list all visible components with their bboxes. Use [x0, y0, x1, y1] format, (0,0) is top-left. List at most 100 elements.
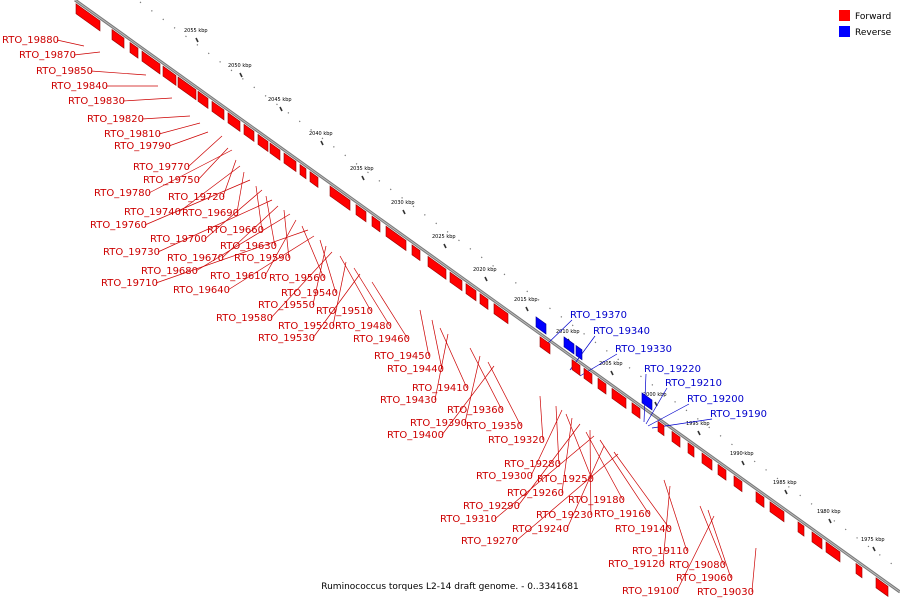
scale-tick-label: 1985 kbp — [773, 480, 797, 486]
forward-gene-feature — [671, 430, 681, 448]
forward-label-leader — [517, 423, 581, 507]
forward-gene-feature — [657, 420, 665, 437]
forward-gene-label: RTO_19260 — [507, 488, 564, 499]
forward-gene-feature — [355, 204, 367, 223]
forward-gene-label: RTO_19580 — [216, 313, 273, 324]
scale-tick-mark — [741, 460, 745, 466]
forward-gene-label: RTO_19810 — [104, 129, 161, 140]
forward-gene-feature — [329, 185, 351, 211]
scale-tick-mark — [239, 72, 243, 78]
reverse-gene-label: RTO_19210 — [665, 378, 722, 389]
scale-tick-label: 2040 kbp — [309, 131, 333, 137]
forward-gene-label: RTO_19740 — [124, 207, 181, 218]
scale-tick-label: 2010 kbp — [556, 329, 580, 335]
forward-gene-feature — [449, 271, 463, 292]
scale-tick-label: 2000 kbp — [643, 392, 667, 398]
scale-tick-mark — [361, 175, 365, 181]
forward-gene-label: RTO_19100 — [622, 586, 679, 597]
forward-gene-label: RTO_19270 — [461, 536, 518, 547]
forward-gene-label: RTO_19540 — [281, 288, 338, 299]
forward-gene-label: RTO_19400 — [387, 430, 444, 441]
forward-gene-feature — [755, 491, 765, 509]
forward-gene-label: RTO_19480 — [335, 321, 392, 332]
scale-tick-label: 2025 kbp — [432, 234, 456, 240]
forward-label-leader — [751, 547, 757, 593]
forward-gene-label: RTO_19280 — [504, 459, 561, 470]
scale-tick-mark — [872, 546, 876, 552]
forward-gene-label: RTO_19460 — [353, 334, 410, 345]
forward-label-leader — [676, 515, 715, 592]
forward-gene-feature — [733, 475, 743, 493]
forward-label-leader — [434, 333, 449, 401]
forward-label-leader — [301, 225, 325, 279]
forward-gene-label: RTO_19250 — [537, 474, 594, 485]
forward-label-leader — [431, 319, 443, 370]
forward-label-leader — [204, 189, 263, 240]
forward-label-leader — [155, 229, 309, 284]
forward-gene-label: RTO_19440 — [387, 364, 444, 375]
forward-label-leader — [530, 409, 563, 477]
reverse-gene-label: RTO_19370 — [570, 310, 627, 321]
forward-gene-label: RTO_19790 — [114, 141, 171, 152]
forward-gene-feature — [631, 402, 641, 420]
reverse-gene-feature — [563, 336, 575, 355]
forward-label-leader — [122, 97, 173, 102]
forward-label-leader — [90, 70, 147, 76]
scale-tick-label: 1980 kbp — [817, 509, 841, 515]
scale-tick-mark — [402, 209, 406, 215]
reverse-gene-label: RTO_19190 — [710, 409, 767, 420]
forward-gene-label: RTO_19700 — [150, 234, 207, 245]
legend: Forward Reverse — [839, 10, 892, 38]
forward-label-leader — [312, 245, 327, 306]
forward-gene-feature — [75, 3, 101, 32]
forward-gene-feature — [257, 133, 269, 153]
forward-label-leader — [487, 361, 522, 427]
forward-gene-label: RTO_19880 — [2, 35, 59, 46]
forward-label-leader — [589, 429, 592, 516]
forward-gene-label: RTO_19690 — [182, 208, 239, 219]
forward-gene-label: RTO_19750 — [143, 175, 200, 186]
forward-gene-feature — [825, 541, 841, 563]
forward-gene-label: RTO_19820 — [87, 114, 144, 125]
scale-tick-label: 1975 kbp — [861, 537, 885, 543]
forward-label-leader — [270, 251, 333, 319]
forward-label-leader — [613, 451, 671, 530]
forward-gene-label: RTO_19360 — [447, 405, 504, 416]
forward-gene-label: RTO_19310 — [440, 514, 497, 525]
forward-label-leader — [197, 147, 229, 181]
forward-label-leader — [227, 235, 315, 291]
scale-tick-mark — [279, 106, 283, 112]
forward-gene-feature — [465, 282, 477, 302]
forward-gene-feature — [493, 303, 509, 325]
forward-gene-label: RTO_19180 — [568, 495, 625, 506]
forward-gene-label: RTO_19830 — [68, 96, 125, 107]
forward-gene-label: RTO_19610 — [210, 271, 267, 282]
forward-gene-feature — [197, 90, 209, 110]
legend-reverse-label: Reverse — [855, 28, 892, 38]
forward-gene-label: RTO_19850 — [36, 66, 93, 77]
genome-backbone-highlight — [74, 0, 900, 593]
forward-gene-feature — [299, 163, 307, 180]
forward-gene-label: RTO_19450 — [374, 351, 431, 362]
gene-labels: RTO_19880 RTO_19870 RTO_19850 RTO_19840 RTO_… — [2, 35, 767, 598]
forward-gene-label: RTO_19120 — [608, 559, 665, 570]
forward-label-leader — [539, 395, 544, 441]
forward-label-leader — [441, 365, 495, 436]
forward-gene-label: RTO_19430 — [380, 395, 437, 406]
forward-gene-label: RTO_19390 — [410, 418, 467, 429]
forward-gene-label: RTO_19710 — [101, 278, 158, 289]
forward-gene-feature — [811, 531, 823, 550]
forward-gene-label: RTO_19840 — [51, 81, 108, 92]
forward-gene-label: RTO_19780 — [94, 188, 151, 199]
forward-label-leader — [662, 485, 671, 565]
forward-gene-label: RTO_19520 — [278, 321, 335, 332]
forward-gene-label: RTO_19230 — [536, 510, 593, 521]
forward-label-leader — [283, 209, 290, 259]
forward-gene-label: RTO_19550 — [258, 300, 315, 311]
forward-label-leader — [707, 509, 732, 579]
forward-gene-label: RTO_19240 — [512, 524, 569, 535]
forward-gene-label: RTO_19410 — [412, 383, 469, 394]
reverse-label-leader — [647, 403, 690, 427]
scale-tick-mark — [828, 518, 832, 524]
